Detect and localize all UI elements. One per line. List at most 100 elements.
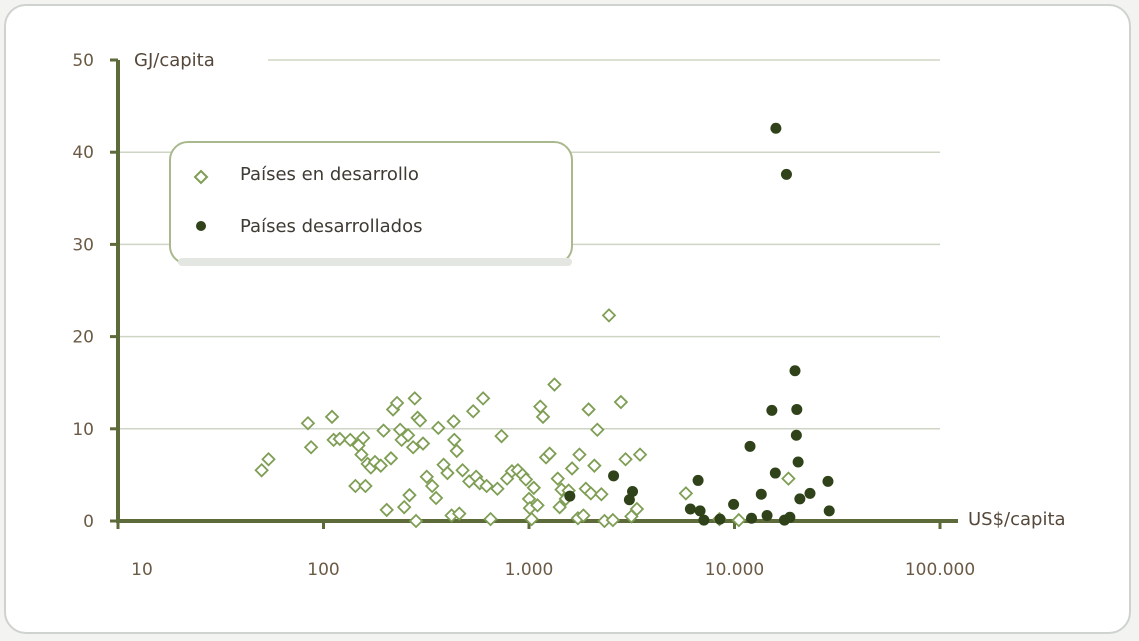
axis-ticks: 0 10 20 30 40 50 10 100 1.000 10.000 100.000: [72, 51, 975, 580]
developing-point: [552, 499, 567, 515]
developing-point: [428, 490, 444, 506]
developing-point: [449, 443, 465, 459]
x-tick-label-100: 100: [307, 560, 339, 580]
developing-point: [542, 446, 557, 461]
developing-point: [376, 423, 391, 438]
developing-point: [605, 512, 621, 528]
developed-point: [698, 514, 710, 526]
developed-point: [744, 440, 756, 452]
data-points: [254, 122, 835, 529]
developing-point: [533, 399, 548, 414]
x-tick-label-10: 10: [131, 560, 153, 580]
developed-point: [794, 493, 806, 505]
developing-point: [629, 501, 645, 517]
x-tick-label-100000: 100.000: [905, 560, 975, 580]
developed-point: [780, 168, 792, 180]
developed-point: [791, 403, 803, 415]
developing-point: [455, 463, 470, 478]
developed-point: [784, 511, 796, 523]
developing-point: [581, 402, 596, 417]
developing-point: [419, 469, 435, 485]
developing-point: [254, 463, 269, 478]
legend-label-developing: Países en desarrollo: [240, 164, 419, 185]
developed-point: [684, 503, 696, 515]
developed-point: [728, 498, 740, 510]
legend-diamond-icon: [193, 169, 209, 185]
y-tick-label-50: 50: [72, 51, 94, 71]
developing-point: [415, 436, 431, 451]
developed-point: [766, 404, 778, 416]
y-axis-label: GJ/capita: [134, 50, 215, 71]
developing-point: [475, 391, 491, 406]
developing-point: [452, 506, 467, 521]
developing-point: [678, 486, 694, 501]
developing-point: [354, 447, 369, 462]
legend-dot-icon: [196, 221, 206, 231]
developing-point: [424, 478, 440, 494]
developing-point: [587, 458, 602, 473]
developing-point: [389, 395, 405, 411]
developing-point: [348, 478, 363, 494]
y-tick-label-10: 10: [72, 420, 94, 440]
developing-point: [405, 439, 421, 455]
developing-point: [407, 391, 423, 406]
developing-point: [412, 413, 428, 428]
developing-point: [324, 409, 340, 425]
developed-point: [694, 505, 706, 517]
developing-point: [479, 478, 494, 494]
developed-point: [823, 505, 835, 517]
developing-point: [613, 394, 629, 410]
developing-point: [594, 486, 609, 502]
developed-point: [746, 512, 758, 524]
developing-point: [332, 431, 348, 447]
developed-point: [792, 456, 804, 468]
developed-point: [608, 470, 620, 482]
developing-point: [576, 508, 591, 523]
developing-point: [490, 481, 505, 497]
legend-shadow: [178, 258, 572, 266]
y-tick-label-0: 0: [83, 512, 94, 532]
axes: [116, 60, 958, 523]
developing-point: [396, 499, 412, 515]
developing-point: [601, 308, 617, 323]
developing-point: [781, 471, 796, 486]
developing-point: [303, 439, 319, 455]
developing-point: [343, 432, 358, 448]
developing-point: [524, 511, 539, 527]
developing-point: [494, 428, 509, 444]
y-tick-label-20: 20: [72, 328, 94, 348]
developing-point: [447, 432, 462, 448]
developing-point: [373, 458, 389, 473]
developing-point: [358, 478, 373, 494]
x-tick-label-10000: 10.000: [705, 560, 764, 580]
legend-label-developed: Países desarrollados: [240, 216, 423, 237]
legend-box: [169, 141, 573, 265]
developed-point: [769, 467, 781, 479]
developing-point: [379, 502, 394, 518]
developed-point: [627, 485, 639, 497]
developed-point: [790, 429, 802, 441]
developing-point: [550, 471, 566, 486]
developing-point: [465, 404, 481, 419]
developing-point: [472, 475, 488, 491]
y-tick-label-30: 30: [72, 235, 94, 255]
developing-point: [300, 415, 316, 431]
developing-point: [530, 498, 545, 513]
developed-point: [714, 513, 726, 525]
developed-point: [623, 494, 635, 506]
developed-point: [564, 490, 576, 502]
legend: Países en desarrollo Países desarrollado…: [169, 141, 573, 266]
developing-point: [590, 422, 605, 437]
y-tick-label-40: 40: [72, 143, 94, 163]
developing-point: [632, 447, 648, 462]
developing-point: [402, 487, 417, 503]
developing-point: [731, 512, 747, 528]
x-tick-label-1000: 1.000: [505, 560, 554, 580]
developing-point: [446, 414, 461, 429]
chart-frame: [4, 4, 1131, 634]
developed-point: [761, 509, 773, 521]
developing-point: [572, 447, 587, 462]
developing-point: [261, 451, 276, 467]
developing-point: [400, 427, 416, 443]
